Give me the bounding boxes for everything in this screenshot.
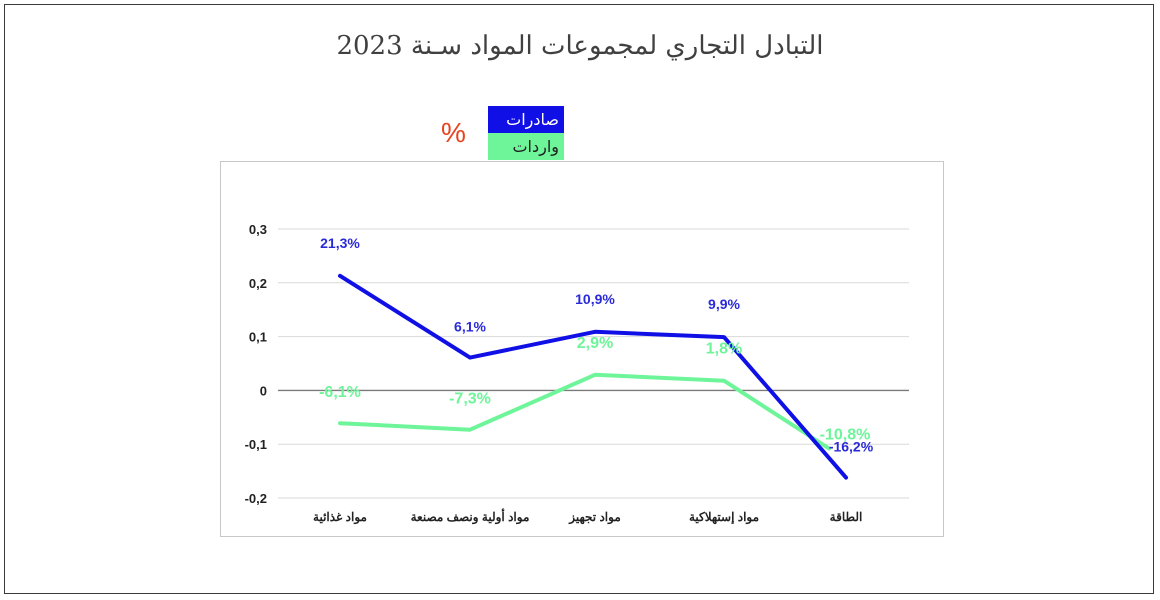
x-category-label: مواد تجهيز [568, 510, 621, 525]
export-data-label: 21,3% [320, 235, 360, 251]
legend-imports: واردات [488, 133, 564, 160]
imports-line [338, 372, 831, 451]
y-tick-label: 0 [260, 383, 267, 398]
chart-frame: التبادل التجاري لمجموعات المواد سـنة 202… [4, 4, 1154, 594]
import-data-label: 1,8% [706, 341, 742, 358]
import-data-label: 2,9% [577, 335, 613, 352]
export-data-label: 10,9% [575, 291, 615, 307]
y-tick-label: 0,1 [249, 330, 267, 345]
import-data-label: -6,1% [319, 384, 361, 401]
chart-title: التبادل التجاري لمجموعات المواد سـنة 202… [336, 31, 824, 61]
import-data-label: -10,8% [820, 427, 871, 444]
x-category-label: مواد غذائية [313, 510, 367, 525]
x-category-label: مواد إستهلاكية [689, 510, 759, 525]
exports-line [338, 273, 848, 480]
export-data-label: 6,1% [454, 319, 486, 335]
chart-legend: صادرات واردات [488, 106, 564, 160]
y-tick-label: -0,2 [245, 491, 267, 506]
y-tick-label: 0,2 [249, 276, 267, 291]
plot-area: 0,3 0,2 0,1 0 -0,1 -0,2 مواد غذائية مواد أولية … [220, 161, 944, 537]
y-tick-label: -0,1 [245, 437, 267, 452]
y-tick-label: 0,3 [249, 222, 267, 237]
export-data-label: -16,2% [829, 439, 874, 455]
x-category-label: مواد أولية ونصف مصنعة [411, 509, 530, 525]
import-data-label: -7,3% [449, 391, 491, 408]
export-data-label: 9,9% [708, 296, 740, 312]
legend-exports: صادرات [488, 106, 564, 133]
x-category-label: الطاقة [830, 510, 863, 524]
percent-unit-label: % [441, 117, 466, 148]
line-chart: 0,3 0,2 0,1 0 -0,1 -0,2 مواد غذائية مواد أولية … [245, 222, 909, 525]
